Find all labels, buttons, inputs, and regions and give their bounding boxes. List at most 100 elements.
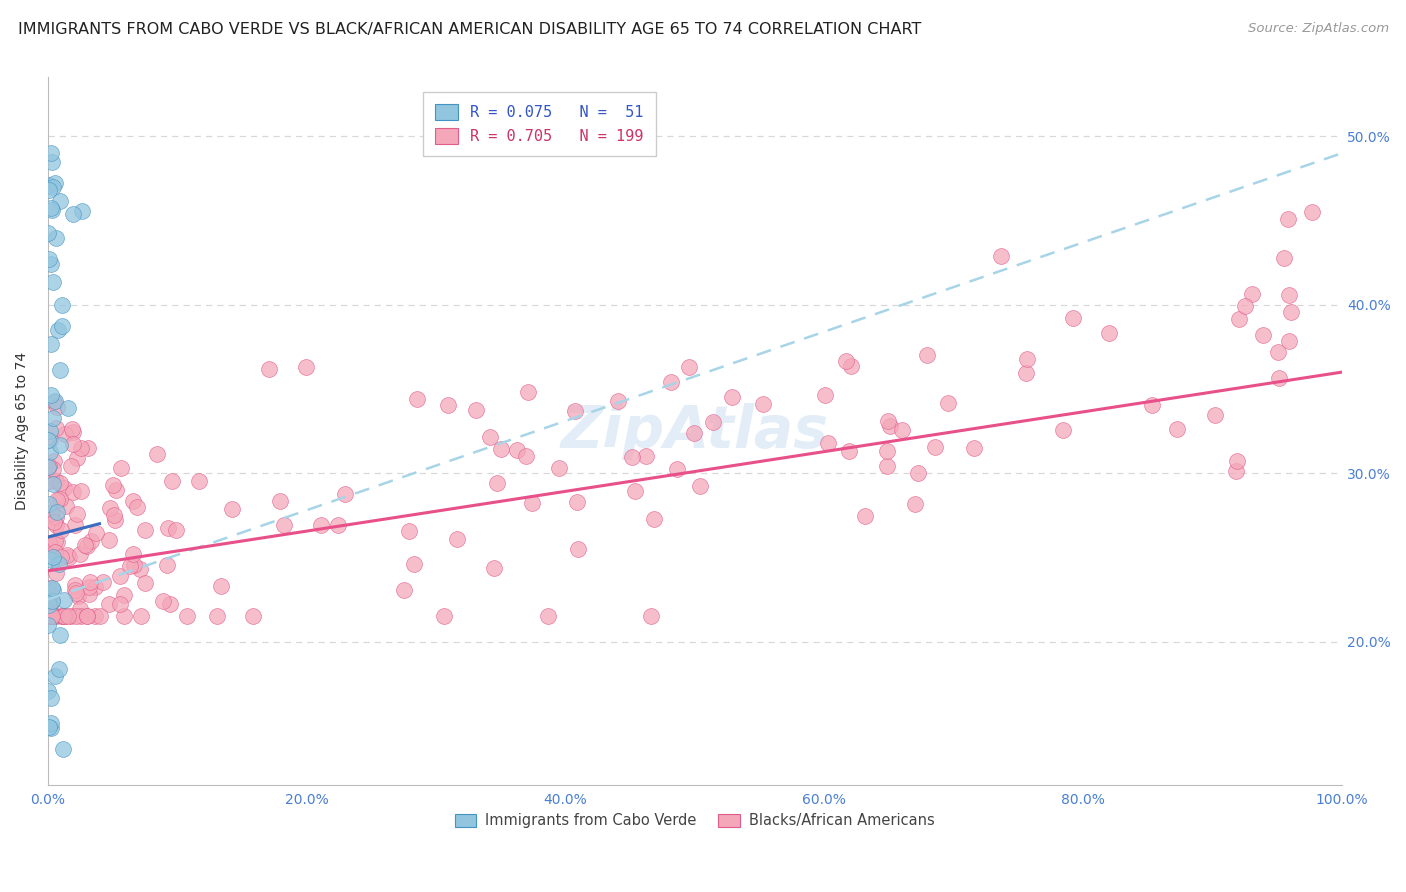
Point bbox=[42, 609, 65, 624]
Point bbox=[45, 510, 67, 524]
Point bbox=[70, 442, 93, 456]
Point bbox=[446, 532, 468, 546]
Text: IMMIGRANTS FROM CABO VERDE VS BLACK/AFRICAN AMERICAN DISABILITY AGE 65 TO 74 COR: IMMIGRANTS FROM CABO VERDE VS BLACK/AFRI… bbox=[18, 22, 922, 37]
Point bbox=[465, 403, 488, 417]
Point bbox=[110, 460, 132, 475]
Point bbox=[1052, 424, 1074, 438]
Point bbox=[39, 445, 62, 459]
Point bbox=[835, 354, 858, 368]
Point bbox=[41, 553, 63, 567]
Point bbox=[38, 433, 60, 447]
Point bbox=[60, 609, 83, 624]
Point bbox=[333, 486, 356, 500]
Point bbox=[41, 476, 63, 491]
Point bbox=[567, 541, 589, 556]
Point bbox=[112, 588, 135, 602]
Point bbox=[38, 536, 60, 550]
Point bbox=[62, 484, 84, 499]
Point bbox=[45, 609, 67, 624]
Point bbox=[1278, 334, 1301, 348]
Point bbox=[1017, 351, 1039, 366]
Point bbox=[39, 388, 62, 402]
Point bbox=[98, 597, 121, 611]
Text: Source: ZipAtlas.com: Source: ZipAtlas.com bbox=[1249, 22, 1389, 36]
Point bbox=[39, 146, 62, 161]
Point bbox=[1098, 326, 1121, 340]
Point bbox=[122, 494, 145, 508]
Point bbox=[146, 447, 169, 461]
Point bbox=[38, 586, 60, 600]
Point bbox=[38, 609, 60, 624]
Point bbox=[45, 474, 67, 488]
Point bbox=[990, 249, 1012, 263]
Point bbox=[62, 207, 84, 221]
Point bbox=[904, 496, 927, 510]
Point bbox=[41, 592, 63, 607]
Point bbox=[49, 194, 72, 208]
Point bbox=[398, 524, 420, 538]
Point bbox=[125, 500, 148, 514]
Point bbox=[42, 454, 65, 468]
Point bbox=[52, 609, 75, 624]
Point bbox=[1204, 408, 1226, 422]
Point bbox=[108, 597, 131, 611]
Point bbox=[37, 434, 59, 448]
Point bbox=[1278, 288, 1301, 302]
Point bbox=[45, 420, 67, 434]
Point bbox=[53, 427, 76, 442]
Point bbox=[62, 437, 84, 451]
Point bbox=[70, 204, 93, 219]
Point bbox=[1226, 454, 1249, 468]
Point bbox=[41, 722, 63, 736]
Point bbox=[48, 557, 70, 571]
Point bbox=[84, 580, 107, 594]
Point bbox=[938, 396, 960, 410]
Point bbox=[76, 609, 98, 624]
Point bbox=[98, 533, 121, 547]
Point bbox=[122, 558, 145, 572]
Point bbox=[56, 401, 79, 415]
Point bbox=[41, 507, 63, 521]
Point bbox=[53, 481, 76, 495]
Point bbox=[38, 474, 60, 488]
Point bbox=[129, 609, 152, 624]
Point bbox=[77, 580, 100, 594]
Point bbox=[42, 583, 65, 598]
Point bbox=[295, 359, 318, 374]
Point bbox=[1062, 310, 1084, 325]
Point bbox=[624, 483, 647, 498]
Point bbox=[39, 547, 62, 561]
Point bbox=[39, 337, 62, 351]
Point bbox=[52, 609, 75, 624]
Point bbox=[76, 609, 98, 624]
Point bbox=[52, 609, 75, 624]
Point bbox=[924, 440, 946, 454]
Point bbox=[1301, 205, 1323, 219]
Point bbox=[876, 443, 898, 458]
Point bbox=[42, 179, 65, 194]
Point bbox=[721, 390, 744, 404]
Point bbox=[879, 418, 901, 433]
Point bbox=[221, 502, 243, 516]
Point bbox=[1277, 211, 1299, 226]
Point bbox=[45, 231, 67, 245]
Point bbox=[44, 395, 66, 409]
Point bbox=[876, 459, 898, 474]
Point bbox=[52, 742, 75, 756]
Point bbox=[1233, 299, 1256, 313]
Point bbox=[49, 550, 72, 565]
Point bbox=[891, 423, 914, 437]
Point bbox=[406, 392, 429, 407]
Point bbox=[176, 609, 198, 624]
Point bbox=[38, 459, 60, 474]
Point bbox=[91, 575, 114, 590]
Point bbox=[44, 545, 66, 559]
Point bbox=[564, 403, 586, 417]
Point bbox=[157, 521, 180, 535]
Point bbox=[44, 176, 66, 190]
Point bbox=[433, 609, 456, 624]
Point bbox=[39, 690, 62, 705]
Point bbox=[817, 435, 839, 450]
Point bbox=[689, 479, 711, 493]
Point bbox=[63, 582, 86, 597]
